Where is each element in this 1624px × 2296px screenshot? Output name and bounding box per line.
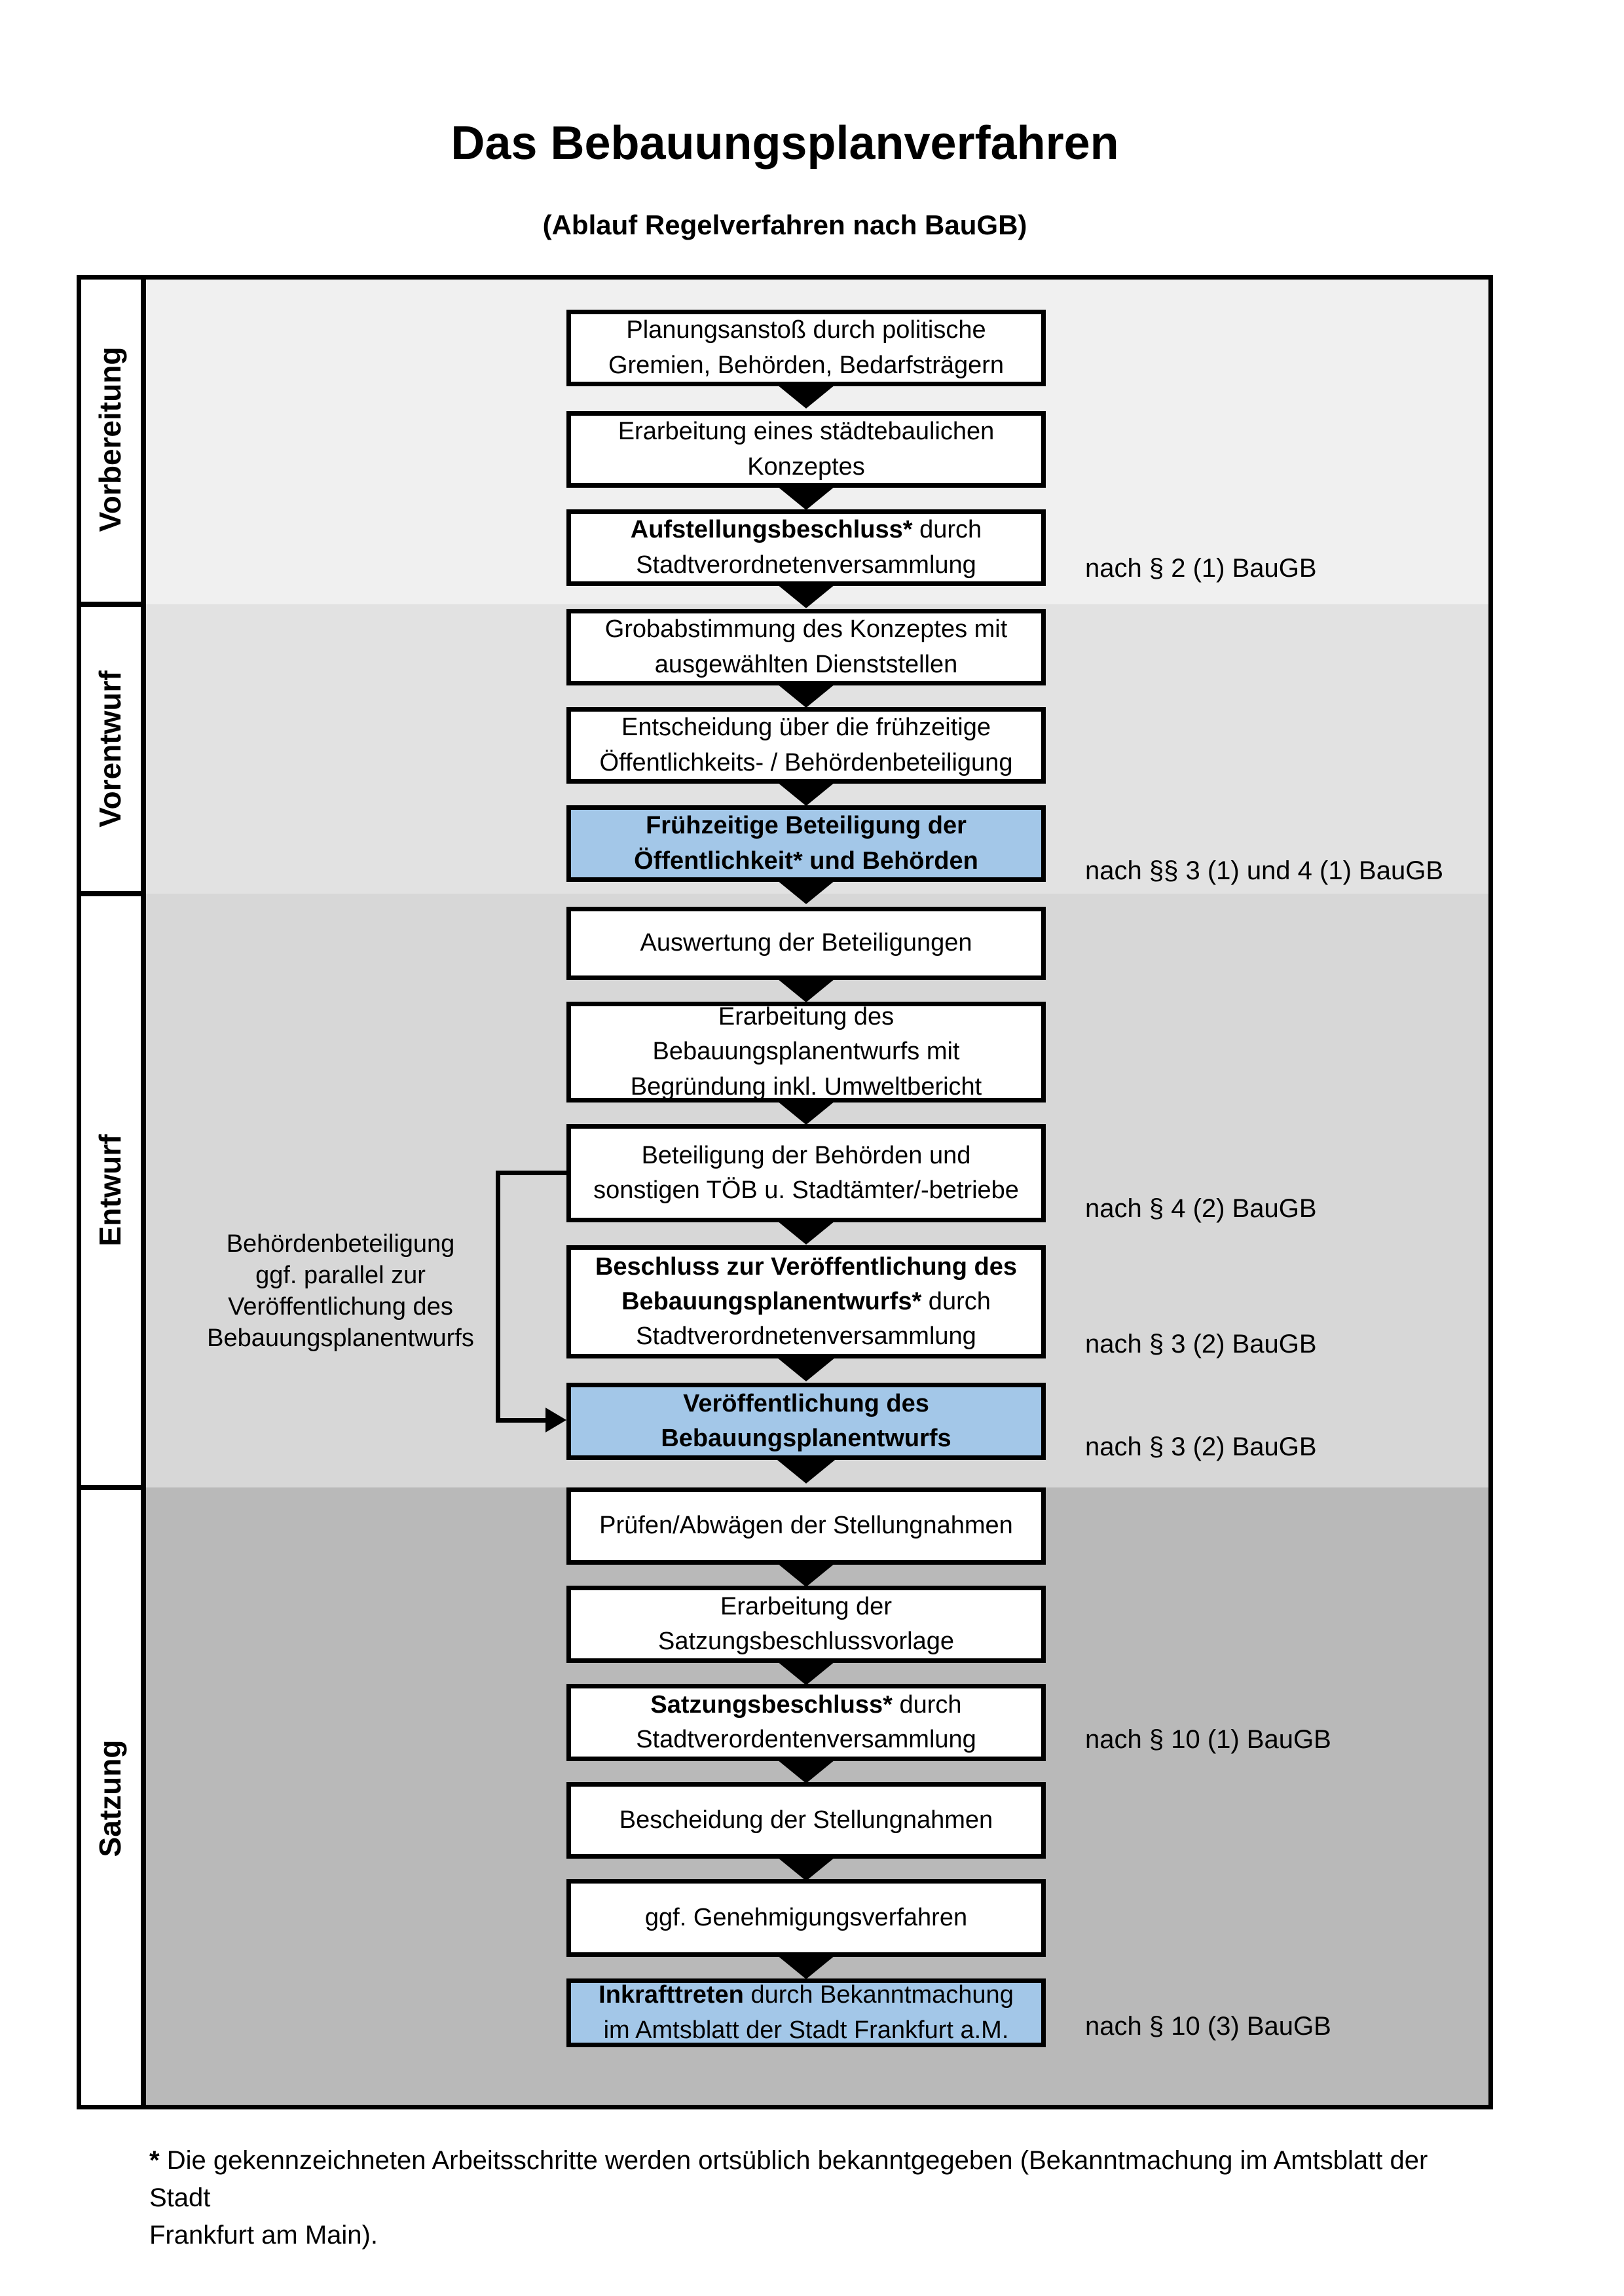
connector-line <box>496 1171 500 1423</box>
flow-box-fruehzeitige-beteiligung: Frühzeitige Beteiligung der Öffentlichke… <box>566 805 1046 882</box>
arrow-down-icon <box>777 881 835 904</box>
flow-box-genehmigungsverfahren: ggf. Genehmigungsverfahren <box>566 1879 1046 1957</box>
flow-box-behoerdenbeteiligung: Beteiligung der Behörden und sonstigen T… <box>566 1124 1046 1222</box>
legal-ref: nach § 3 (2) BauGB <box>1085 1330 1317 1358</box>
flow-box-pruefen-abwaegen: Prüfen/Abwägen der Stellungnahmen <box>566 1487 1046 1565</box>
arrow-down-icon <box>777 385 835 409</box>
arrow-down-icon <box>777 486 835 510</box>
footnote-asterisk: * <box>149 2146 160 2175</box>
flow-box-entscheidung-beteiligung: Entscheidung über die frühzeitige Öffent… <box>566 707 1046 784</box>
legal-ref: nach § 3 (2) BauGB <box>1085 1432 1317 1461</box>
legal-ref: nach § 4 (2) BauGB <box>1085 1194 1317 1223</box>
arrow-down-icon <box>777 684 835 708</box>
arrow-down-icon <box>777 1358 835 1381</box>
arrow-down-icon <box>777 1662 835 1685</box>
arrow-down-icon <box>777 585 835 608</box>
connector-line <box>496 1171 566 1175</box>
footnote: * Die gekennzeichneten Arbeitsschritte w… <box>149 2142 1472 2253</box>
arrow-down-icon <box>777 782 835 806</box>
arrow-down-icon <box>777 1221 835 1245</box>
section-divider <box>77 602 146 607</box>
side-note: Behördenbeteiligung ggf. parallel zur Ve… <box>207 1230 474 1352</box>
flow-box-staedtebauliches-konzept: Erarbeitung eines städtebaulichen Konzep… <box>566 411 1046 488</box>
page-title: Das Bebauungsplanverfahren <box>451 117 1119 170</box>
flow-box-aufstellungsbeschluss: Aufstellungsbeschluss* durch Stadtverord… <box>566 509 1046 586</box>
arrow-down-icon <box>777 1460 835 1484</box>
legal-ref: nach §§ 3 (1) und 4 (1) BauGB <box>1085 856 1443 885</box>
page-subtitle: (Ablauf Regelverfahren nach BauGB) <box>542 210 1027 240</box>
flow-box-veroeffentlichung: Veröffentlichung des Bebauungsplanentwur… <box>566 1383 1046 1460</box>
section-divider <box>77 1485 146 1490</box>
arrow-down-icon <box>777 1760 835 1783</box>
flow-box-beschluss-veroeffentlichung: Beschluss zur Veröffentlichung des Bebau… <box>566 1245 1046 1358</box>
legal-ref: nach § 2 (1) BauGB <box>1085 554 1317 583</box>
diagram-frame-border <box>77 275 1493 2109</box>
flow-box-bescheidung: Bescheidung der Stellungnahmen <box>566 1782 1046 1859</box>
section-divider <box>77 891 146 896</box>
arrow-down-icon <box>777 1101 835 1125</box>
footnote-text: Die gekennzeichneten Arbeitsschritte wer… <box>149 2146 1428 2250</box>
flow-box-satzungsbeschluss: Satzungsbeschluss* durch Stadtverordente… <box>566 1684 1046 1761</box>
flow-box-erarbeitung-entwurf: Erarbeitung des Bebauungsplanentwurfs mi… <box>566 1002 1046 1102</box>
arrow-down-icon <box>777 1563 835 1587</box>
arrow-down-icon <box>777 1857 835 1881</box>
section-label-vorbereitung: Vorbereitung <box>93 346 127 532</box>
arrow-down-icon <box>777 1956 835 1979</box>
connector-arrow-icon <box>545 1408 566 1432</box>
section-label-satzung: Satzung <box>93 1740 127 1857</box>
flow-box-planungsanstoss: Planungsanstoß durch politische Gremien,… <box>566 310 1046 386</box>
flow-box-auswertung: Auswertung der Beteiligungen <box>566 907 1046 980</box>
flow-box-grobabstimmung: Grobabstimmung des Konzeptes mit ausgewä… <box>566 609 1046 685</box>
section-label-vorentwurf: Vorentwurf <box>93 670 127 828</box>
flow-box-inkrafttreten: Inkrafttreten durch Bekanntmachung im Am… <box>566 1978 1046 2047</box>
arrow-down-icon <box>777 979 835 1002</box>
legal-ref: nach § 10 (3) BauGB <box>1085 2012 1331 2041</box>
section-label-entwurf: Entwurf <box>93 1134 127 1247</box>
legal-ref: nach § 10 (1) BauGB <box>1085 1725 1331 1754</box>
flow-box-satzungsbeschlussvorlage: Erarbeitung der Satzungsbeschlussvorlage <box>566 1586 1046 1663</box>
connector-line <box>496 1418 551 1423</box>
label-column-divider <box>141 275 146 2109</box>
